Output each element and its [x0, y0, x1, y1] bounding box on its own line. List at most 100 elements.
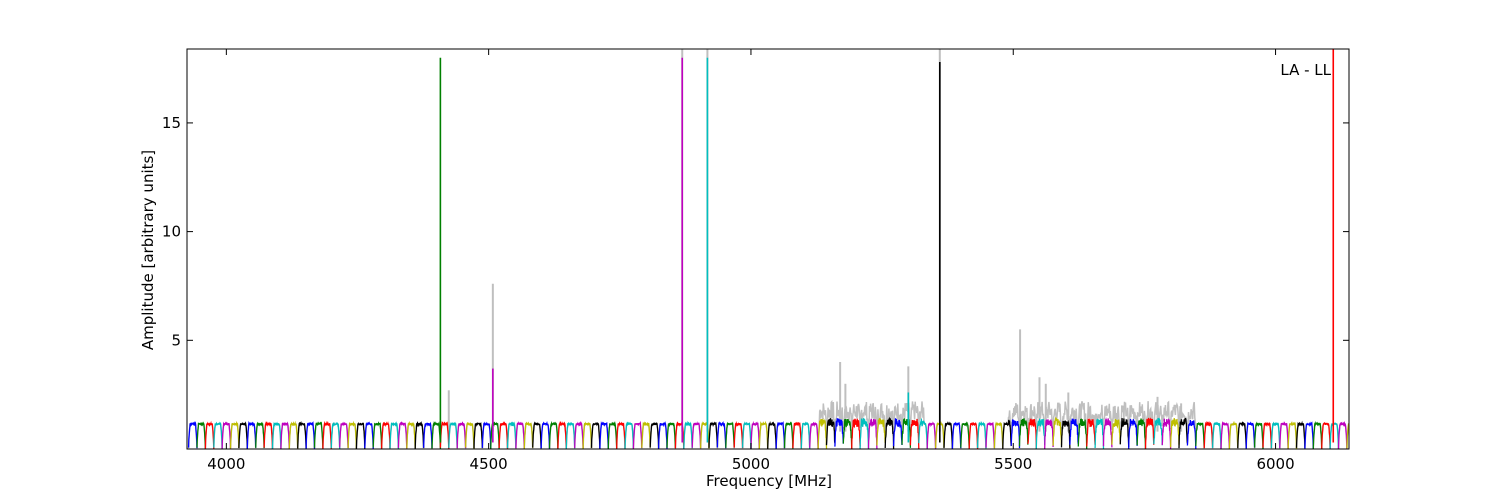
channel-line — [1237, 421, 1247, 449]
channel-line — [1220, 420, 1231, 449]
channel-line — [792, 421, 802, 449]
channel-line — [943, 421, 954, 449]
channel-line — [1111, 418, 1121, 445]
channel-line — [624, 421, 635, 449]
x-tick-label: 5000 — [732, 455, 770, 473]
channel-line — [909, 418, 920, 449]
channel-line — [968, 421, 979, 449]
channel-line — [448, 421, 458, 448]
channel-line — [330, 422, 341, 449]
channel-line — [439, 420, 450, 449]
channel-line — [733, 421, 744, 449]
y-tick-label: 5 — [171, 331, 181, 349]
channel-line — [288, 420, 299, 449]
channel-line — [464, 422, 475, 449]
channel-line — [297, 420, 307, 449]
channel-line — [741, 421, 752, 449]
channel-line — [817, 417, 828, 449]
channel-line — [565, 421, 576, 449]
channel-line — [951, 421, 962, 449]
channel-line — [1002, 419, 1012, 449]
channel-line — [825, 418, 836, 446]
channel-line — [1304, 421, 1314, 449]
channel-line — [691, 421, 702, 449]
channel-line — [582, 421, 593, 449]
channel-line — [280, 421, 290, 449]
channel-line — [414, 421, 425, 449]
channel-line — [1279, 420, 1289, 449]
channel-line — [481, 421, 492, 449]
channel-line — [918, 417, 928, 449]
channel-line — [758, 420, 769, 449]
channel-line — [196, 421, 207, 449]
channel-line — [892, 418, 903, 447]
channel-line — [800, 421, 811, 449]
channel-line — [540, 420, 551, 449]
channel-line — [1169, 418, 1180, 448]
channel-line — [842, 418, 853, 449]
channel-line — [976, 421, 987, 449]
channel-line — [431, 420, 442, 449]
channel-line — [867, 418, 878, 449]
channel-line — [1161, 417, 1172, 449]
channel-line — [725, 421, 735, 448]
channel-line — [1060, 419, 1071, 449]
channel-line — [1086, 418, 1096, 447]
channel-line — [1128, 418, 1138, 449]
channel-line — [1052, 416, 1063, 446]
channel-line — [716, 420, 727, 449]
channel-line — [1094, 417, 1105, 449]
channel-line — [1312, 420, 1323, 449]
y-tick-label: 15 — [162, 114, 181, 132]
channel-line — [557, 420, 567, 449]
channel-line — [355, 422, 366, 449]
channel-line — [1010, 418, 1021, 449]
channel-line — [271, 421, 282, 449]
channel-line — [767, 420, 777, 449]
channel-line — [616, 421, 626, 449]
channel-line — [607, 420, 618, 449]
channel-line — [498, 421, 509, 449]
channel-line — [221, 421, 232, 449]
channel-line — [993, 421, 1004, 449]
channel-line — [255, 421, 265, 449]
axes: 4000 4500 5000 5500 6000 5 10 15 — [162, 48, 1350, 473]
channel-line — [1262, 421, 1273, 448]
channel-line — [960, 421, 970, 448]
channel-line — [834, 417, 844, 447]
x-tick-label: 4500 — [470, 455, 508, 473]
x-axis-label: Frequency [MHz] — [706, 472, 832, 490]
channel-line — [364, 421, 374, 449]
channel-line — [641, 421, 651, 448]
channel-line — [456, 421, 467, 449]
channel-line — [926, 421, 937, 449]
channel-line — [313, 421, 324, 448]
channel-line — [1211, 421, 1222, 449]
channel-line — [397, 421, 408, 449]
channel-line — [372, 421, 383, 449]
channel-line — [1203, 420, 1214, 449]
channel-line — [775, 420, 786, 449]
channel-line — [1144, 417, 1155, 449]
channel-line — [1069, 418, 1079, 445]
channel-line — [1077, 418, 1088, 449]
series-annotation: LA - LL — [1280, 61, 1331, 79]
channel-line — [851, 418, 861, 449]
channel-line — [347, 420, 358, 449]
channel-line — [263, 421, 274, 449]
channel-line — [1270, 421, 1281, 449]
y-axis-label: Amplitude [arbitrary units] — [139, 150, 157, 350]
channel-line — [859, 417, 870, 449]
channel-line — [229, 420, 240, 449]
channel-line — [1228, 420, 1239, 449]
channel-line — [1321, 421, 1331, 449]
channel-line — [515, 420, 525, 449]
channel-line — [1245, 421, 1256, 449]
channel-line — [666, 422, 677, 449]
channel-line — [657, 420, 668, 449]
channel-line — [1195, 421, 1205, 448]
channel-line — [213, 421, 223, 449]
channel-line — [590, 422, 601, 449]
